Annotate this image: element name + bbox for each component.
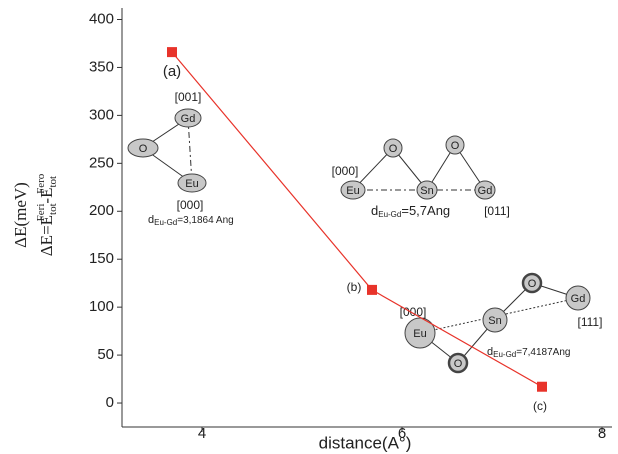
direction-label: [000] bbox=[400, 305, 427, 319]
distance-d: d bbox=[371, 203, 378, 218]
direction-label: [011] bbox=[484, 204, 510, 218]
atom-label: Sn bbox=[488, 315, 501, 327]
x-tick-label: 6 bbox=[398, 425, 406, 442]
x-tick-label: 4 bbox=[198, 425, 206, 442]
direction-label: [000] bbox=[177, 198, 204, 212]
atom-label: Gd bbox=[571, 293, 586, 305]
x-tick-label: 8 bbox=[598, 425, 606, 442]
distance-value: =5,7Ang bbox=[401, 203, 450, 218]
atom-label: Sn bbox=[420, 185, 433, 197]
atom bbox=[383, 138, 403, 158]
atom bbox=[474, 180, 496, 200]
atom bbox=[177, 173, 207, 193]
point-label: (a) bbox=[163, 63, 181, 80]
y-axis-label: ΔE=EtotFeri-EtotFero bbox=[35, 173, 59, 256]
atom-label: Eu bbox=[413, 328, 426, 340]
distance-label: dEu-Gd=7,4187Ang bbox=[487, 346, 570, 359]
distance-sub: Eu-Gd bbox=[154, 218, 177, 227]
atom bbox=[340, 180, 366, 200]
atom-label: O bbox=[451, 140, 460, 152]
y-label-sub: tot bbox=[47, 176, 59, 188]
y-tick-label: 50 bbox=[97, 346, 114, 363]
point-label: (c) bbox=[533, 399, 547, 413]
atom-label: Eu bbox=[346, 185, 359, 197]
atom bbox=[565, 285, 591, 311]
marker bbox=[167, 47, 177, 58]
marker bbox=[367, 284, 377, 295]
atom bbox=[482, 307, 508, 333]
y-tick-label: 350 bbox=[89, 58, 114, 75]
x-axis-label: distance(A°) bbox=[319, 433, 412, 452]
atom-label: O bbox=[139, 143, 148, 155]
atom bbox=[127, 138, 159, 158]
y-label-sub: tot bbox=[47, 203, 59, 215]
distance-label: dEu-Gd=5,7Ang bbox=[371, 203, 450, 219]
y-tick-label: 400 bbox=[89, 10, 114, 27]
atom-label: O bbox=[389, 143, 398, 155]
atom bbox=[174, 108, 202, 128]
direction-label: [001] bbox=[175, 90, 202, 104]
y-tick-label: 100 bbox=[89, 298, 114, 315]
direction-label: [000] bbox=[332, 164, 359, 178]
atom-label: Gd bbox=[181, 113, 196, 125]
y-label-part: -E bbox=[37, 188, 56, 204]
y-tick-label: 0 bbox=[106, 394, 114, 411]
atom bbox=[447, 352, 469, 374]
atom-label: O bbox=[528, 278, 537, 290]
point-label: (b) bbox=[347, 280, 362, 294]
direction-label: [111] bbox=[578, 315, 603, 329]
atom bbox=[521, 272, 543, 294]
atom-label: Eu bbox=[185, 178, 198, 190]
y-axis-label: ΔE(meV) bbox=[11, 182, 30, 248]
distance-value: =3,1864 Ang bbox=[177, 215, 233, 226]
y-label-sup: Feri bbox=[35, 204, 47, 222]
atom bbox=[445, 135, 465, 155]
atom bbox=[404, 317, 436, 349]
y-tick-label: 250 bbox=[89, 154, 114, 171]
bond-dashed bbox=[187, 117, 193, 184]
y-tick-label: 200 bbox=[89, 202, 114, 219]
marker bbox=[537, 381, 547, 392]
atom-label: O bbox=[454, 358, 463, 370]
y-tick-label: 150 bbox=[89, 250, 114, 267]
distance-sub: Eu-Gd bbox=[378, 210, 401, 219]
distance-label: dEu-Gd=3,1864 Ang bbox=[148, 214, 234, 227]
distance-d: d bbox=[487, 346, 493, 358]
y-label-part: ΔE=E bbox=[37, 215, 56, 256]
y-tick-label: 300 bbox=[89, 106, 114, 123]
distance-sub: Eu-Gd bbox=[493, 350, 516, 359]
atom bbox=[416, 180, 438, 200]
y-label-sup: Fero bbox=[35, 173, 47, 194]
atom-label: Gd bbox=[478, 185, 493, 197]
distance-value: =7,4187Ang bbox=[516, 347, 570, 358]
distance-d: d bbox=[148, 214, 154, 226]
